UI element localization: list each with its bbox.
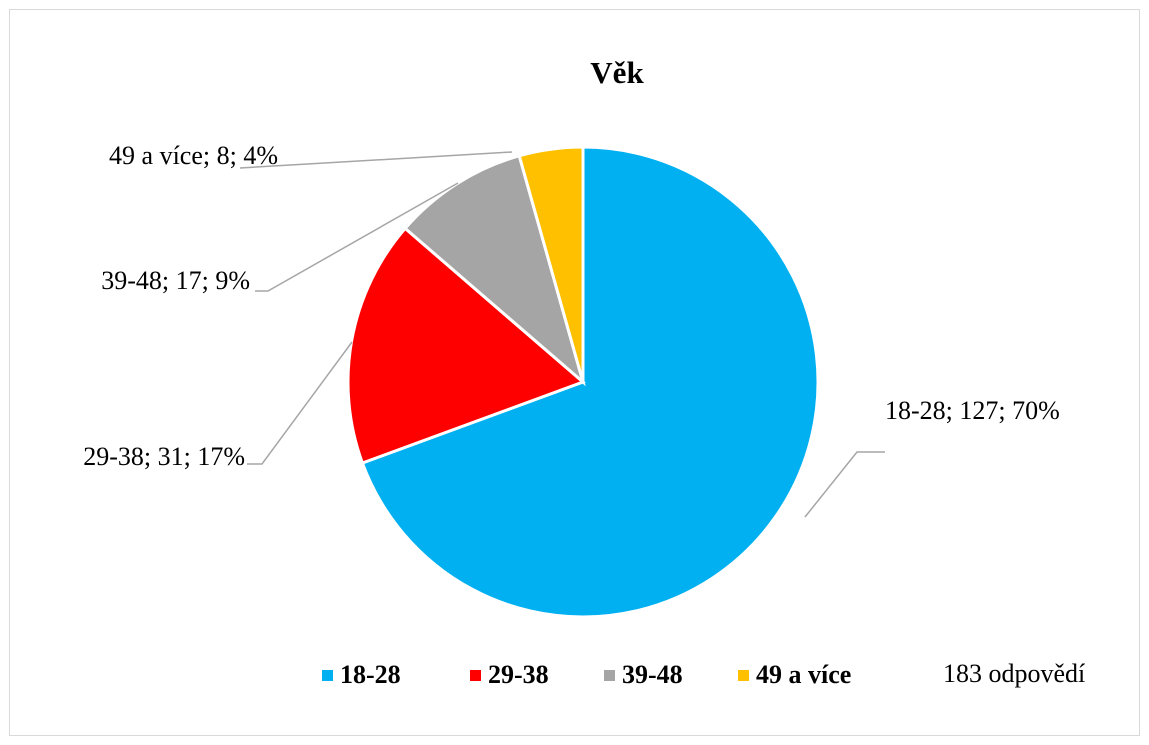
leader-line	[804, 451, 885, 518]
legend-label: 39-48	[622, 660, 683, 689]
data-label: 39-48; 17; 9%	[101, 266, 250, 295]
legend-swatch	[322, 670, 333, 681]
legend-label: 49 a více	[756, 660, 851, 689]
annotation: 183 odpovědí	[943, 659, 1085, 688]
leader-line	[247, 341, 353, 465]
pie-slice	[360, 145, 820, 619]
data-label: 49 a více; 8; 4%	[109, 141, 278, 170]
data-label: 18-28; 127; 70%	[885, 396, 1060, 425]
legend-swatch	[604, 670, 615, 681]
chart-title: Věk	[590, 55, 644, 90]
leader-line	[255, 182, 459, 292]
pie-slice	[517, 145, 585, 383]
legend-swatch	[738, 670, 749, 681]
leader-line	[239, 151, 513, 169]
pie-slice	[346, 226, 586, 465]
legend-swatch	[470, 670, 481, 681]
data-label: 29-38; 31; 17%	[83, 442, 245, 471]
legend-label: 29-38	[488, 660, 549, 689]
legend-label: 18-28	[340, 660, 401, 689]
